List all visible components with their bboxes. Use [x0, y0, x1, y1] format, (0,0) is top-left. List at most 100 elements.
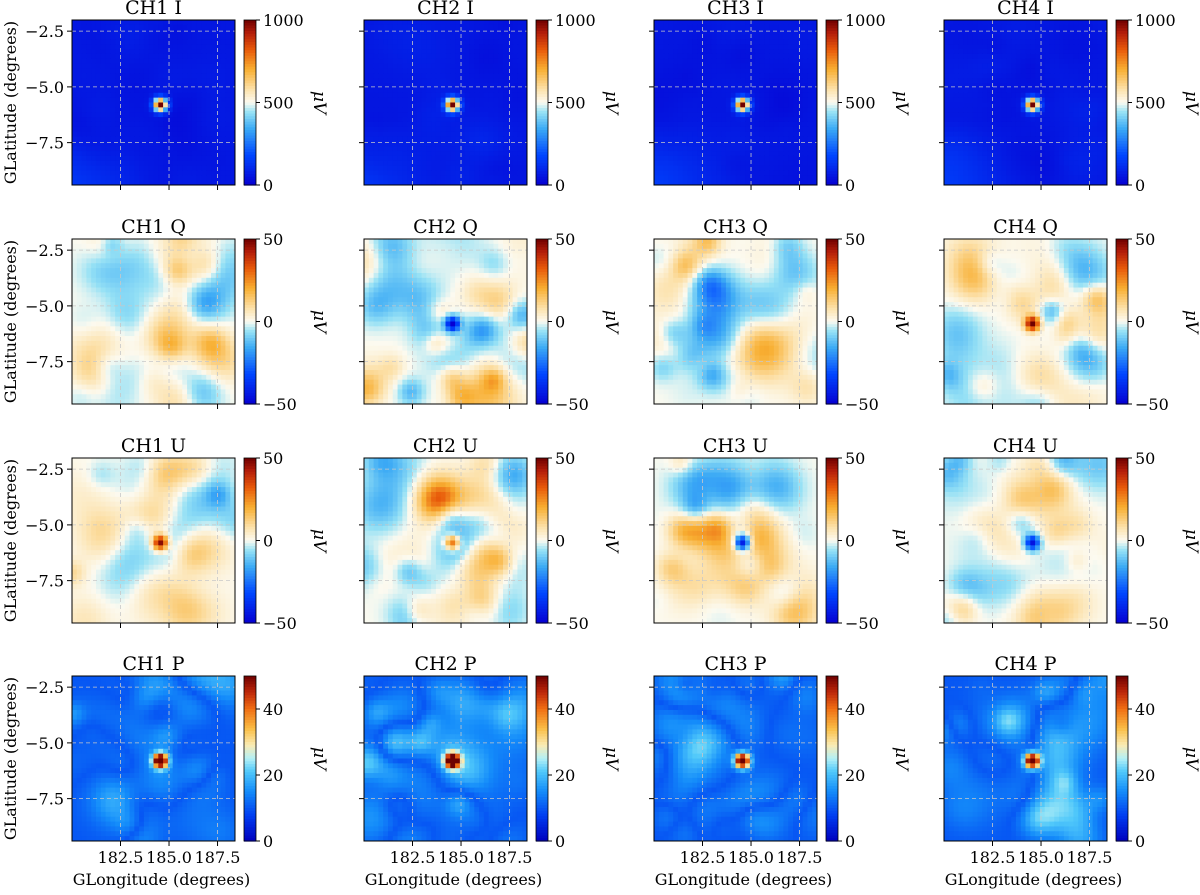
heatmap-cell	[124, 68, 131, 74]
heatmap-cell	[677, 146, 684, 152]
heatmap-cell	[517, 155, 523, 162]
heatmap-cell	[134, 49, 140, 55]
heatmap-cell	[1015, 20, 1022, 26]
heatmap-cell	[201, 44, 207, 50]
heatmap-cell	[673, 97, 679, 104]
heatmap-cell	[474, 97, 480, 104]
heatmap-cell	[1097, 165, 1103, 172]
colorbar-segment	[826, 132, 838, 137]
heatmap-cell	[364, 29, 370, 36]
heatmap-cell	[411, 136, 418, 142]
heatmap-cell	[778, 170, 785, 176]
heatmap-cell	[474, 121, 480, 128]
heatmap-cell	[206, 160, 212, 167]
heatmap-cell	[701, 53, 708, 60]
heatmap-cell	[105, 146, 111, 152]
heatmap-cell	[483, 24, 490, 31]
heatmap-cell	[812, 20, 817, 26]
heatmap-cell	[378, 58, 384, 65]
heatmap-cell	[364, 39, 370, 45]
heatmap-cell	[172, 121, 179, 128]
heatmap-cell	[948, 155, 955, 162]
heatmap-cell	[421, 44, 427, 50]
heatmap-cell	[1092, 146, 1099, 152]
heatmap-cell	[220, 24, 227, 31]
heatmap-cell	[658, 107, 665, 113]
heatmap-cell	[687, 121, 693, 128]
heatmap-cell	[948, 151, 955, 157]
heatmap-cell	[402, 180, 408, 185]
heatmap-cell	[1015, 58, 1022, 65]
heatmap-cell	[668, 112, 674, 118]
heatmap-cell	[773, 121, 780, 128]
heatmap-cell	[754, 165, 761, 172]
heatmap-cell	[493, 170, 499, 176]
heatmap-cell	[459, 146, 466, 152]
heatmap-cell	[797, 20, 804, 26]
heatmap-cell	[378, 68, 384, 74]
heatmap-cell	[220, 39, 227, 45]
colorbar-segment	[1116, 149, 1128, 153]
heatmap-cell	[668, 126, 674, 133]
heatmap-cell	[967, 180, 974, 185]
heatmap-cell	[745, 83, 751, 89]
heatmap-cell	[225, 136, 231, 142]
heatmap-cell	[225, 160, 231, 167]
heatmap-cell	[1092, 34, 1099, 41]
heatmap-cell	[673, 58, 679, 65]
heatmap-cell	[220, 155, 227, 162]
colorbar-tick-label: 1000	[555, 11, 596, 30]
heatmap-cell	[445, 20, 451, 26]
heatmap-cell	[211, 141, 217, 147]
heatmap-cell	[764, 58, 770, 65]
heatmap-cell	[802, 34, 809, 41]
heatmap-cell	[1073, 126, 1079, 133]
heatmap-cell	[745, 131, 751, 138]
colorbar-segment	[826, 50, 838, 54]
heatmap-cell	[1063, 160, 1070, 167]
heatmap-cell	[783, 58, 789, 65]
heatmap-cell	[716, 126, 722, 133]
heatmap-cell	[711, 160, 717, 167]
heatmap-cell	[177, 73, 183, 79]
heatmap-cell	[440, 20, 447, 26]
heatmap-cell	[72, 155, 78, 162]
heatmap-cell	[191, 34, 198, 41]
heatmap-cell	[701, 68, 708, 74]
heatmap-cell	[654, 83, 660, 89]
heatmap-cell	[802, 44, 809, 50]
heatmap-cell	[91, 78, 97, 84]
heatmap-cell	[411, 78, 418, 84]
heatmap-cell	[479, 58, 485, 65]
heatmap-cell	[721, 24, 727, 31]
heatmap-cell	[658, 63, 665, 70]
heatmap-cell	[673, 141, 679, 147]
heatmap-cell	[987, 175, 993, 181]
heatmap-cell	[201, 29, 207, 36]
heatmap-cell	[440, 24, 447, 31]
heatmap-cell	[483, 87, 490, 94]
heatmap-cell	[206, 131, 212, 138]
heatmap-cell	[397, 49, 403, 55]
heatmap-cell	[1039, 20, 1046, 26]
heatmap-cell	[91, 83, 97, 89]
heatmap-cell	[392, 73, 399, 79]
heatmap-cell	[682, 97, 689, 104]
heatmap-cell	[512, 58, 519, 65]
heatmap-cell	[812, 170, 817, 176]
heatmap-cell	[677, 141, 684, 147]
heatmap-cell	[793, 160, 799, 167]
heatmap-cell	[735, 83, 741, 89]
heatmap-cell	[944, 126, 950, 133]
heatmap-cell	[754, 131, 761, 138]
heatmap-cell	[963, 102, 969, 108]
heatmap-cell	[1068, 83, 1075, 89]
heatmap-cell	[807, 151, 813, 157]
heatmap-cell	[503, 121, 509, 128]
heatmap-cell	[1020, 58, 1027, 65]
heatmap-cell	[1035, 78, 1041, 84]
heatmap-cell	[807, 87, 813, 94]
heatmap-cell	[687, 49, 693, 55]
heatmap-cell	[958, 131, 964, 138]
heatmap-cell	[163, 24, 169, 31]
